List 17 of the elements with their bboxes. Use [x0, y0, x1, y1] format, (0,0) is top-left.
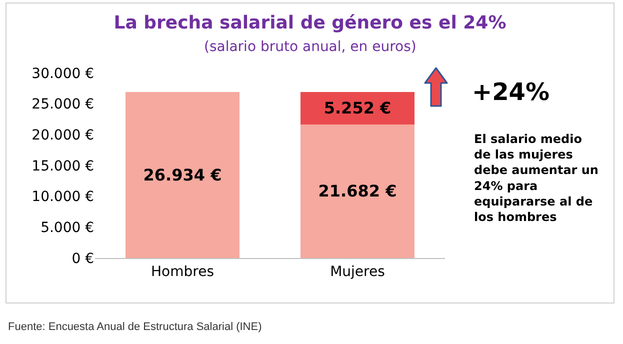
source-note: Fuente: Encuesta Anual de Estructura Salarial (INE): [8, 321, 262, 333]
y-tick-label: 10.000 €: [32, 189, 94, 206]
y-tick-label: 5.000 €: [40, 220, 94, 236]
x-tick-label: Hombres: [151, 264, 214, 280]
y-tick-label: 0 €: [72, 250, 94, 267]
text: +24%: [472, 78, 550, 106]
y-tick-label: 30.000 €: [32, 66, 94, 82]
chart-title: La brecha salarial de género es el 24%: [114, 12, 506, 34]
y-tick-label: 20.000 €: [32, 128, 94, 144]
x-tick-label: Mujeres: [330, 264, 385, 280]
data-label: 21.682 €: [318, 182, 397, 201]
text: El salario medio de las mujeres debe aumentar un 24% para equipararse al de los hombres: [474, 132, 598, 224]
y-tick-label: 15.000 €: [32, 158, 94, 174]
chart-subtitle: (salario bruto anual, en euros): [204, 39, 416, 55]
y-tick-label: 25.000 €: [32, 96, 94, 113]
data-label: 26.934 €: [143, 165, 222, 184]
data-label: 5.252 €: [324, 98, 392, 118]
